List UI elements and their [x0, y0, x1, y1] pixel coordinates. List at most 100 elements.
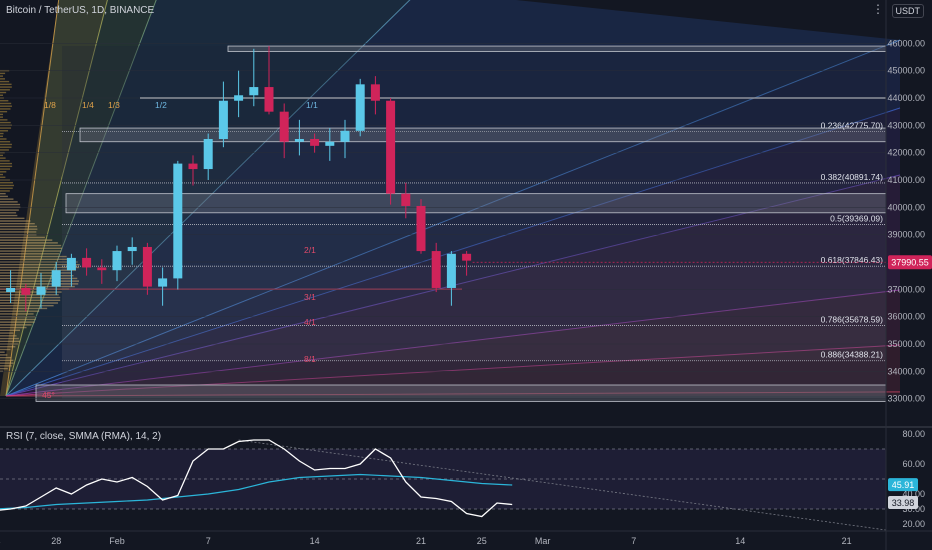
candle-bear	[264, 87, 274, 112]
fan-label: 1/1	[306, 100, 318, 110]
time-tick-label: Mar	[535, 536, 551, 546]
fib-zone	[62, 325, 886, 361]
candle-bear	[386, 100, 396, 194]
candle-bear	[21, 287, 31, 295]
candle-bear	[370, 84, 380, 101]
fan-line	[5, 39, 901, 397]
fib-zones	[0, 45, 887, 402]
time-tick-label: 14	[310, 536, 320, 546]
last-price-label: 37990.55	[891, 257, 929, 267]
candle-bear	[82, 257, 92, 268]
candle-bull	[325, 141, 335, 146]
candle-bear	[401, 193, 411, 206]
price-tick-label: 44000.00	[887, 93, 925, 103]
more-menu-icon[interactable]: ⋮	[872, 2, 885, 16]
price-box	[35, 384, 887, 402]
candle-bull	[340, 130, 350, 142]
fan-line	[5, 107, 901, 397]
fan-line	[5, 0, 108, 397]
candle-bull	[203, 139, 213, 170]
candle-bear	[279, 111, 289, 142]
candle-bull	[36, 286, 46, 295]
fib-zone	[62, 46, 886, 132]
price-tick-label: 36000.00	[887, 312, 925, 322]
price-tick-label: 40000.00	[887, 202, 925, 212]
price-tick-label: 41000.00	[887, 175, 925, 185]
fib-zone	[62, 182, 886, 225]
rsi-value: 33.98	[892, 498, 915, 508]
candles	[6, 46, 472, 312]
price-box	[79, 127, 887, 143]
price-tick-label: 37000.00	[887, 284, 925, 294]
last-price-badge	[888, 255, 932, 270]
fan-wedge	[6, 392, 900, 396]
candle-bull	[6, 287, 16, 293]
fan-wedge	[6, 0, 900, 396]
price-tick-label: 34000.00	[887, 366, 925, 376]
fib-label: 0.236(42775.70)	[821, 120, 884, 130]
candle-bull	[158, 278, 168, 287]
fan-line	[5, 391, 901, 397]
fib-label: 0.382(40891.74)	[821, 172, 884, 182]
time-tick-label: 21	[842, 536, 852, 546]
time-tick-label: 21	[416, 536, 426, 546]
fib-zone	[62, 131, 886, 183]
candle-bear	[462, 253, 472, 261]
fib-zone	[62, 360, 886, 399]
candle-bull	[51, 270, 61, 287]
fib-zone	[62, 266, 886, 326]
candle-bull	[249, 87, 259, 96]
time-tick-label: 14	[735, 536, 745, 546]
price-tick-label: 45000.00	[887, 66, 925, 76]
candle-bear	[142, 246, 152, 287]
candle-bull	[66, 257, 76, 271]
price-box	[227, 45, 887, 52]
currency-badge[interactable]: USDT	[891, 4, 924, 18]
fan-label: 8/1	[304, 354, 316, 364]
fan-line	[5, 289, 901, 397]
fib-label: 0.786(35678.59)	[821, 314, 884, 324]
fan-wedge	[6, 345, 900, 396]
fan-wedge	[6, 40, 900, 396]
fan-line	[5, 0, 157, 397]
rsi-pane	[0, 439, 887, 531]
time-tick-label: 28	[51, 536, 61, 546]
candle-bull	[218, 100, 228, 139]
candle-bear	[310, 139, 320, 146]
price-tick-label: 35000.00	[887, 339, 925, 349]
price-tick-label: 43000.00	[887, 120, 925, 130]
time-tick-label: 7	[631, 536, 636, 546]
time-tick-label: Feb	[109, 536, 125, 546]
rsi-tick-label: 80.00	[902, 429, 925, 439]
candle-bull	[446, 253, 456, 288]
fib-label: 0.618(37846.43)	[821, 255, 884, 265]
rsi-title: RSI (7, close, SMMA (RMA), 14, 2)	[6, 431, 162, 442]
price-box	[65, 193, 887, 214]
price-tick-label: 33000.00	[887, 394, 925, 404]
symbol-title: Bitcoin / TetherUS, 1D, BINANCE	[6, 5, 155, 16]
rsi-tick-label: 40.00	[902, 489, 925, 499]
time-tick-label: 25	[477, 536, 487, 546]
fan-label: 1/2	[155, 100, 167, 110]
fib-label: 0.5(39369.09)	[830, 214, 883, 224]
candle-bear	[188, 163, 198, 170]
fib-label: 0.886(34388.21)	[821, 350, 884, 360]
fan-label: 1/8	[44, 100, 56, 110]
candle-bull	[355, 84, 365, 131]
candle-bull	[294, 139, 304, 142]
rsi-value-badge	[888, 496, 918, 510]
rsi-ma-value: 45.91	[892, 480, 915, 490]
rsi-ma-badge	[888, 478, 918, 492]
candle-bear	[416, 205, 426, 252]
price-tick-label: 46000.00	[887, 38, 925, 48]
fan-label: 2/1	[304, 245, 316, 255]
rsi-ma-line	[0, 473, 513, 510]
fan-label: 4/1	[304, 317, 316, 327]
candle-bull	[112, 251, 122, 271]
candle-bull	[127, 246, 137, 252]
candle-bear	[97, 267, 107, 271]
fan-label: 1/3	[108, 100, 120, 110]
fib-zone	[62, 224, 886, 267]
